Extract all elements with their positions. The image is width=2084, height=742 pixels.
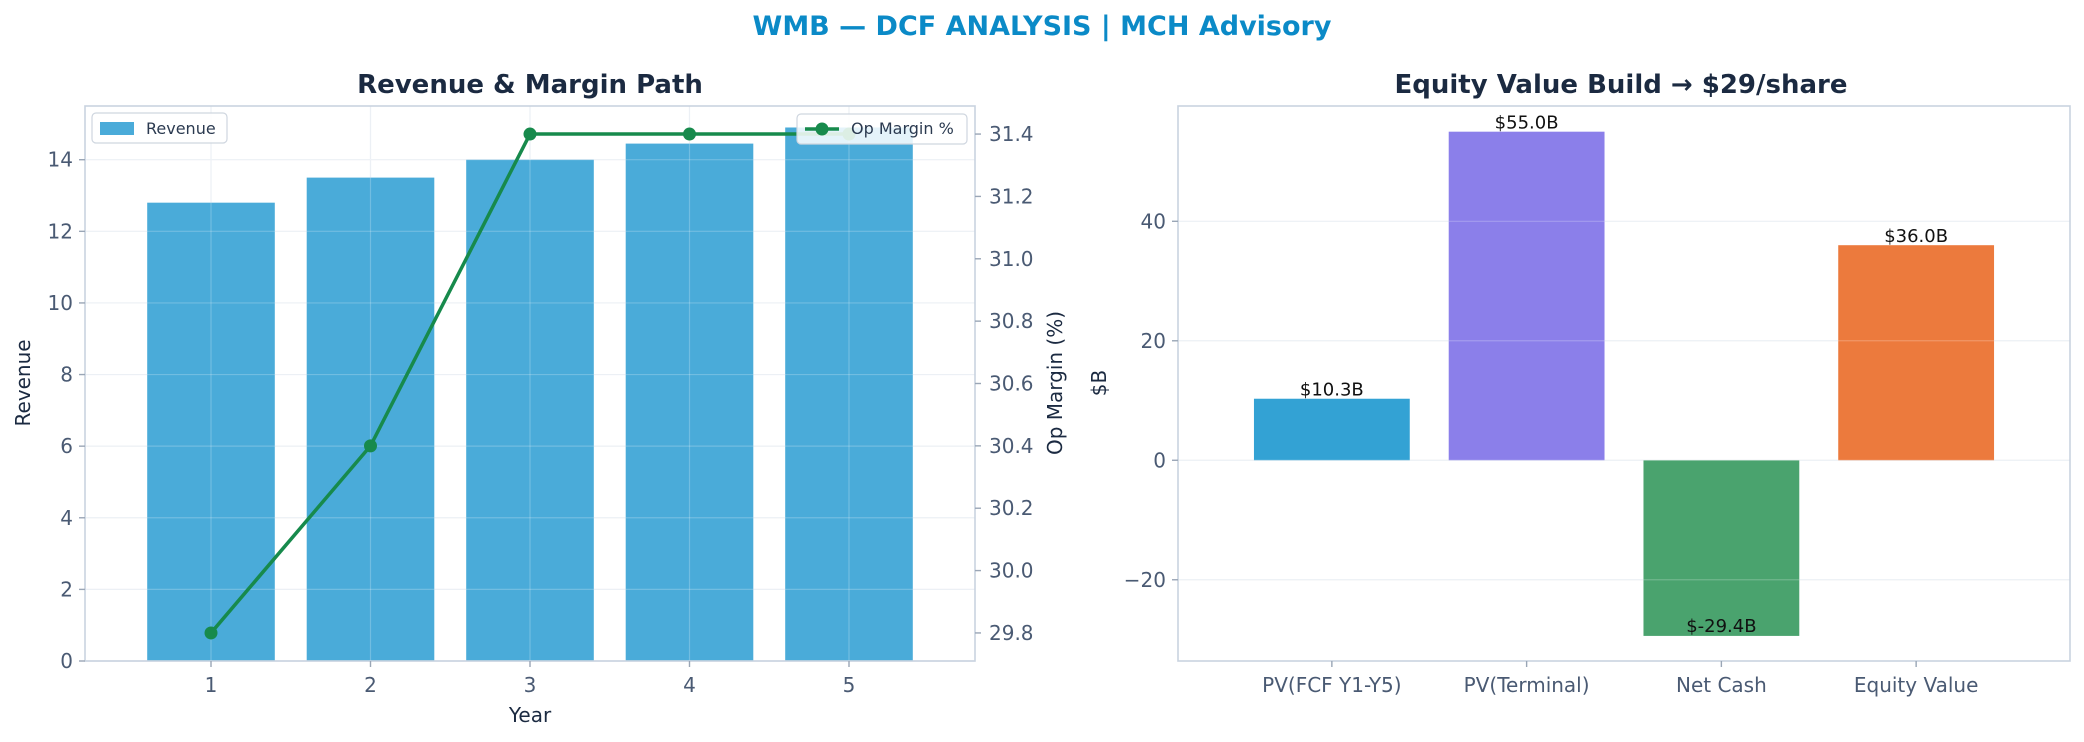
op-margin-y-ticks: 29.8 30.0 30.2 30.4 30.6 30.8 31.0 31.2 31.4 — [975, 122, 1034, 645]
op-margin-y-tick-label: 31.4 — [989, 122, 1034, 146]
equity-data-labels: $10.3B $55.0B $-29.4B $36.0B — [1300, 113, 1948, 637]
equity-bar-label: $55.0B — [1495, 113, 1559, 134]
equity-bar — [1838, 245, 1995, 461]
op-margin-legend-label: Op Margin % — [851, 119, 954, 138]
op-margin-legend-box — [796, 113, 968, 145]
op-margin-point — [523, 127, 537, 141]
year-x-tick-label: 4 — [683, 673, 696, 697]
revenue-y-tick-label: 8 — [60, 363, 73, 387]
op-margin-y-tick-label: 29.8 — [989, 621, 1034, 645]
revenue-chart-title: Revenue & Margin Path — [357, 70, 703, 100]
equity-bars — [1178, 131, 2070, 636]
revenue-bar — [785, 127, 913, 661]
revenue-y-tick-label: 14 — [48, 148, 73, 172]
equity-build-chart: Equity Value Build → $29/share −2002040 … — [1087, 70, 2071, 697]
equity-y-ticks: −20 0 20 40 — [1124, 209, 1178, 592]
revenue-legend: Revenue — [91, 112, 228, 144]
op-margin-point — [364, 439, 378, 453]
equity-chart-title: Equity Value Build → $29/share — [1395, 70, 1848, 100]
revenue-legend-swatch — [100, 122, 134, 135]
equity-x-tick-label: Equity Value — [1854, 673, 1979, 697]
op-margin-y-tick-label: 31.0 — [989, 247, 1034, 271]
equity-bar — [1448, 131, 1605, 461]
revenue-y-tick-label: 4 — [60, 506, 73, 530]
equity-x-tick-label: PV(FCF Y1-Y5) — [1262, 673, 1401, 697]
op-margin-y-tick-label: 30.8 — [989, 309, 1034, 333]
op-margin-legend: Op Margin % — [796, 113, 968, 145]
op-margin-point — [682, 127, 696, 141]
equity-bar-label: $10.3B — [1300, 380, 1364, 401]
revenue-bar — [306, 177, 435, 661]
equity-bar-label: $36.0B — [1884, 226, 1948, 247]
equity-bar — [1643, 460, 1800, 636]
revenue-chart-xlabel: Year — [508, 703, 552, 727]
equity-chart-ylabel: $B — [1087, 370, 1111, 396]
equity-y-tick-label: 0 — [1153, 448, 1166, 472]
year-x-ticks: 1 2 3 4 5 — [205, 661, 856, 697]
year-x-tick-label: 2 — [364, 673, 377, 697]
revenue-chart-ylabel: Revenue — [11, 339, 35, 426]
revenue-y-tick-label: 10 — [48, 291, 73, 315]
revenue-y-tick-label: 12 — [48, 219, 73, 243]
op-margin-y-tick-label: 30.6 — [989, 372, 1034, 396]
op-margin-y-tick-label: 31.2 — [989, 184, 1034, 208]
year-x-tick-label: 1 — [205, 673, 218, 697]
revenue-bar — [625, 143, 754, 661]
op-margin-y-tick-label: 30.2 — [989, 496, 1034, 520]
year-x-tick-label: 5 — [843, 673, 856, 697]
equity-x-tick-label: Net Cash — [1676, 673, 1767, 697]
equity-x-tick-label: PV(Terminal) — [1464, 673, 1590, 697]
revenue-legend-label: Revenue — [146, 119, 216, 138]
revenue-legend-box — [91, 112, 228, 144]
op-margin-y2label: Op Margin (%) — [1043, 311, 1067, 455]
op-margin-legend-marker — [815, 122, 829, 136]
op-margin-point — [204, 626, 218, 640]
equity-x-ticks: PV(FCF Y1-Y5) PV(Terminal) Net Cash Equity … — [1262, 661, 1978, 697]
equity-y-tick-label: 20 — [1141, 329, 1166, 353]
equity-bar — [1253, 398, 1410, 461]
op-margin-y-tick-label: 30.4 — [989, 434, 1034, 458]
equity-bar-label: $-29.4B — [1686, 616, 1756, 637]
equity-y-tick-label: 40 — [1141, 209, 1166, 233]
year-x-tick-label: 3 — [524, 673, 537, 697]
equity-chart-frame — [1177, 105, 2071, 662]
revenue-y-tick-label: 2 — [60, 577, 73, 601]
op-margin-y-tick-label: 30.0 — [989, 559, 1034, 583]
revenue-y-tick-label: 6 — [60, 434, 73, 458]
revenue-bar — [466, 159, 594, 662]
revenue-y-ticks: 0 2 4 6 8 10 12 14 — [48, 148, 85, 673]
figure-suptitle: WMB — DCF ANALYSIS | MCH Advisory — [753, 11, 1332, 42]
revenue-y-tick-label: 0 — [60, 649, 73, 673]
equity-y-tick-label: −20 — [1124, 568, 1166, 592]
